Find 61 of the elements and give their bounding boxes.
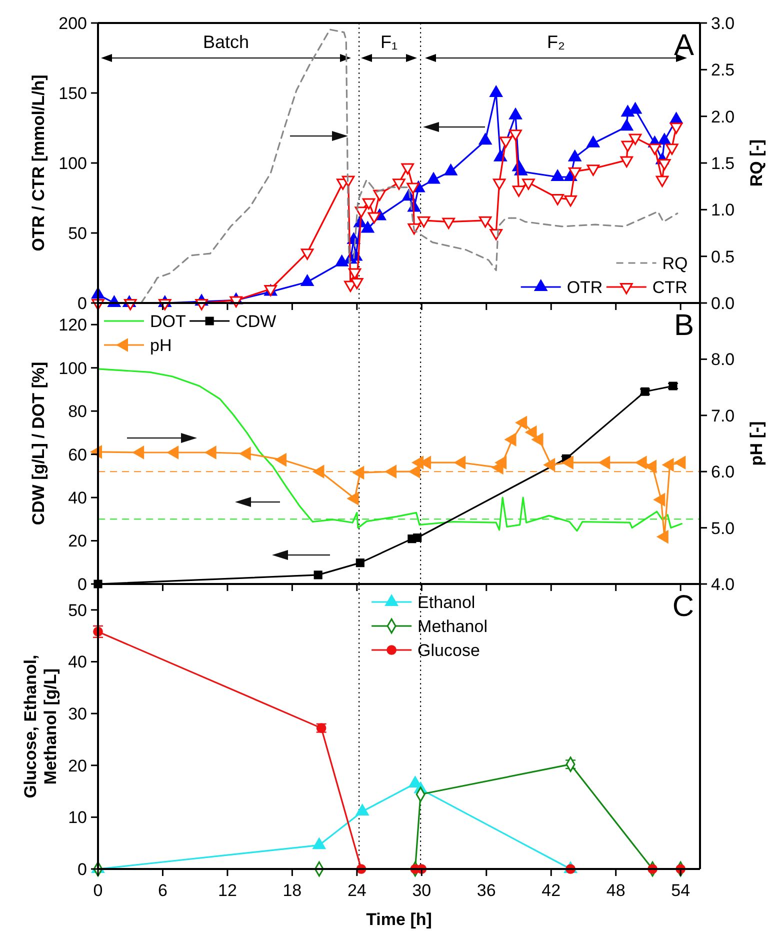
y-tick-label: 100 bbox=[58, 154, 87, 173]
y2-axis-title: pH [-] bbox=[747, 421, 766, 466]
y2-tick-label: 2.5 bbox=[711, 60, 735, 80]
x-tick-label: 30 bbox=[412, 881, 432, 900]
y-axis-title: CDW [g/L] / DOT [%] bbox=[29, 362, 48, 526]
legend-label: RQ bbox=[662, 254, 688, 273]
x-axis-title: Time [h] bbox=[366, 910, 432, 929]
x-tick-label: 18 bbox=[282, 881, 302, 900]
annotation: F₁ bbox=[380, 32, 398, 52]
y-tick-label: 120 bbox=[58, 316, 87, 335]
y2-tick-label: 2.0 bbox=[711, 107, 735, 126]
legend-label: DOT bbox=[150, 312, 186, 331]
y2-axis-title: RQ [-] bbox=[747, 139, 766, 187]
legend-label: OTR bbox=[566, 278, 603, 297]
y2-tick-label: 0.5 bbox=[711, 247, 735, 266]
y-tick-label: 0 bbox=[78, 294, 87, 313]
annotation: Batch bbox=[202, 32, 250, 52]
x-tick-label: 0 bbox=[93, 881, 103, 900]
x-tick-label: 42 bbox=[542, 881, 561, 900]
y-tick-label: 80 bbox=[68, 402, 87, 422]
y-tick-label: 30 bbox=[68, 704, 87, 724]
y-axis-title: OTR / CTR [mmol/L/h] bbox=[29, 74, 48, 252]
y-tick-label: 40 bbox=[68, 488, 87, 508]
y-tick-label: 150 bbox=[58, 84, 87, 103]
y-tick-label: 50 bbox=[68, 224, 87, 243]
y2-tick-label: 8.0 bbox=[711, 350, 735, 370]
legend-label: Methanol bbox=[418, 616, 488, 636]
y-tick-label: 0 bbox=[78, 574, 87, 594]
y-tick-label: 200 bbox=[58, 14, 87, 33]
y-tick-label: 50 bbox=[68, 600, 87, 620]
y2-tick-label: 0.0 bbox=[711, 294, 735, 313]
y2-tick-label: 1.5 bbox=[711, 154, 735, 173]
y2-tick-label: 7.0 bbox=[711, 406, 735, 426]
legend-label: pH bbox=[150, 336, 172, 355]
y-tick-label: 20 bbox=[68, 532, 87, 551]
y2-tick-label: 1.0 bbox=[711, 200, 735, 220]
legend-label: Ethanol bbox=[418, 592, 476, 612]
annotation: A bbox=[674, 29, 694, 62]
y-tick-label: 0 bbox=[78, 860, 87, 879]
y2-tick-label: 5.0 bbox=[711, 518, 735, 538]
legend-label: CDW bbox=[236, 312, 276, 331]
y-tick-label: 10 bbox=[68, 808, 87, 828]
legend-label: Glucose bbox=[418, 640, 480, 660]
x-tick-label: 54 bbox=[671, 881, 690, 900]
y-tick-label: 20 bbox=[68, 756, 87, 776]
y-tick-label: 100 bbox=[58, 358, 87, 378]
x-tick-label: 36 bbox=[476, 881, 496, 900]
legend-label: CTR bbox=[652, 278, 688, 297]
y-tick-label: 60 bbox=[68, 445, 87, 464]
y2-tick-label: 6.0 bbox=[711, 462, 735, 482]
y-tick-label: 40 bbox=[68, 652, 87, 672]
annotation: F₂ bbox=[547, 32, 566, 52]
annotation: C bbox=[672, 590, 694, 623]
y-axis-title: Glucose, Ethanol, Methanol [g/L] bbox=[21, 654, 60, 798]
x-tick-label: 12 bbox=[218, 881, 237, 900]
x-tick-label: 24 bbox=[347, 881, 366, 900]
x-tick-label: 48 bbox=[606, 881, 626, 900]
y2-tick-label: 3.0 bbox=[711, 14, 735, 33]
annotation: B bbox=[674, 309, 694, 342]
y2-tick-label: 4.0 bbox=[711, 574, 735, 594]
x-tick-label: 6 bbox=[158, 881, 168, 900]
